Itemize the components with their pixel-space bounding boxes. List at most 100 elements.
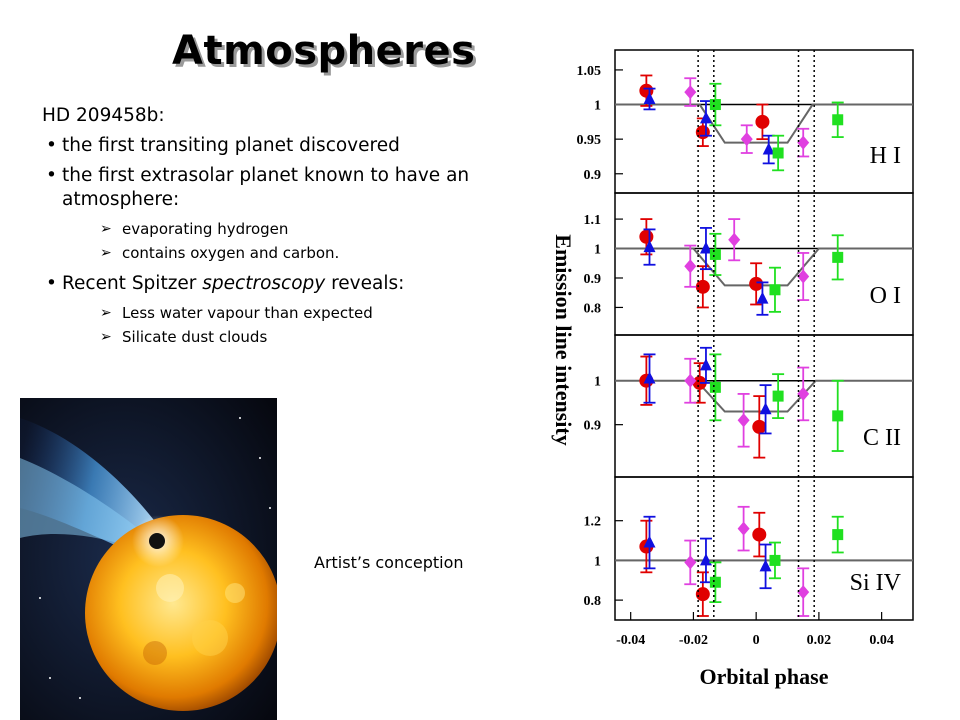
bullet-item: • Recent Spitzer spectroscopy reveals: (42, 272, 512, 296)
y-tick-label: 1.05 (577, 64, 602, 79)
sub-bullet-text: evaporating hydrogen (122, 220, 289, 238)
data-point-square (769, 554, 781, 566)
planet-illustration (20, 398, 277, 720)
y-axis-label: Emission line intensity (551, 234, 576, 445)
bullet-item: • the first extrasolar planet known to h… (42, 164, 512, 212)
panel-frame (614, 476, 914, 621)
x-tick-label: -0.02 (679, 633, 708, 648)
y-tick-label: 0.95 (577, 133, 602, 148)
data-point-diamond (684, 373, 697, 388)
bullet-text: the first transiting planet discovered (62, 135, 400, 156)
data-point-square (832, 114, 844, 126)
y-tick-label: 0.8 (584, 301, 602, 316)
data-point-diamond (797, 585, 810, 600)
bullet-text: the first extrasolar planet known to hav… (62, 165, 470, 210)
data-point-square (769, 284, 781, 296)
data-point-square (772, 147, 784, 159)
bullet-dot: • (46, 165, 57, 186)
data-point-triangle (762, 142, 775, 155)
model-curve (615, 103, 913, 144)
data-point-square (709, 381, 721, 393)
bullet-dot: • (46, 273, 57, 294)
data-point-diamond (728, 232, 741, 247)
data-point-triangle (643, 92, 656, 104)
data-point-diamond (797, 135, 810, 150)
data-point-triangle (699, 358, 712, 371)
model-curve (615, 247, 913, 287)
data-point-square (832, 529, 844, 541)
data-point-square (772, 390, 784, 402)
data-point-circle (755, 114, 770, 129)
data-point-triangle (699, 241, 712, 254)
data-point-square (709, 99, 721, 111)
data-point-square (832, 410, 844, 422)
data-point-triangle (756, 291, 769, 304)
arrow-bullet-icon: ➢ (100, 329, 112, 345)
data-point-diamond (797, 386, 810, 401)
data-point-triangle (699, 553, 712, 566)
emission-line-chart: 1.05 1 0.95 0.9 H I 1.1 1 0.9 0.8 O I 1 0.9 C II 1.2 1… (551, 49, 914, 689)
panel-label: O I (870, 283, 901, 309)
y-tick-label: 0.9 (584, 272, 602, 287)
data-point-diamond (740, 132, 753, 147)
data-point-diamond (737, 413, 750, 428)
sub-bullet-item: ➢ evaporating hydrogen (42, 218, 512, 240)
sub-bullet-item: ➢ contains oxygen and carbon. (42, 242, 512, 264)
y-tick-label: 0.8 (584, 594, 602, 609)
y-tick-label: 1.1 (584, 213, 602, 228)
x-tick-label: 0.04 (869, 633, 894, 648)
data-point-triangle (759, 402, 772, 415)
y-tick-label: 1 (594, 99, 601, 114)
bullet-text-start: Recent Spitzer (62, 273, 203, 294)
image-caption: Artist’s conception (314, 553, 464, 572)
data-point-triangle (759, 559, 772, 572)
panel-label: Si IV (850, 570, 902, 596)
sub-bullet-item: ➢ Silicate dust clouds (42, 326, 512, 348)
data-point-circle (695, 125, 710, 140)
y-tick-label: 1 (594, 554, 601, 569)
data-point-triangle (643, 240, 656, 253)
x-tick-label: 0.02 (807, 633, 832, 648)
data-point-triangle (643, 371, 656, 384)
bullet-dot: • (46, 135, 57, 156)
slide-title: Atmospheres (172, 28, 476, 74)
data-point-square (709, 248, 721, 260)
data-point-diamond (684, 259, 697, 274)
arrow-bullet-icon: ➢ (100, 305, 112, 321)
data-point-triangle (699, 111, 712, 124)
data-point-circle (639, 229, 654, 244)
data-point-square (709, 576, 721, 588)
x-tick-label: 0 (753, 633, 760, 648)
data-point-square (832, 251, 844, 263)
bullet-text-italic: spectroscopy (202, 273, 326, 294)
data-point-diamond (737, 521, 750, 536)
x-tick-label: -0.04 (616, 633, 645, 648)
y-tick-label: 0.9 (584, 419, 602, 434)
sub-bullet-text: Less water vapour than expected (122, 304, 373, 322)
panel-label: H I (870, 143, 901, 169)
arrow-bullet-icon: ➢ (100, 221, 112, 237)
sub-bullet-text: Silicate dust clouds (122, 328, 268, 346)
x-axis-label: Orbital phase (700, 664, 829, 689)
bullet-text-end: reveals: (325, 273, 405, 294)
panel-frame (614, 192, 914, 336)
data-point-diamond (684, 85, 697, 100)
slide-text: HD 209458b: • the first transiting plane… (42, 104, 512, 350)
bullet-item: • the first transiting planet discovered (42, 134, 512, 158)
data-point-circle (695, 279, 710, 294)
y-tick-label: 1 (594, 375, 601, 390)
data-point-diamond (797, 269, 810, 284)
data-point-circle (695, 587, 710, 602)
data-point-circle (692, 375, 707, 390)
data-point-circle (752, 419, 767, 434)
planet-heading: HD 209458b: (42, 105, 165, 126)
data-point-circle (749, 276, 764, 291)
y-tick-label: 0.9 (584, 168, 602, 183)
y-tick-label: 1 (594, 243, 601, 258)
panel-label: C II (863, 425, 901, 451)
sub-bullet-item: ➢ Less water vapour than expected (42, 302, 512, 324)
sub-bullet-text: contains oxygen and carbon. (122, 244, 340, 262)
y-tick-label: 1.2 (584, 515, 602, 530)
data-point-triangle (643, 535, 656, 548)
arrow-bullet-icon: ➢ (100, 245, 112, 261)
